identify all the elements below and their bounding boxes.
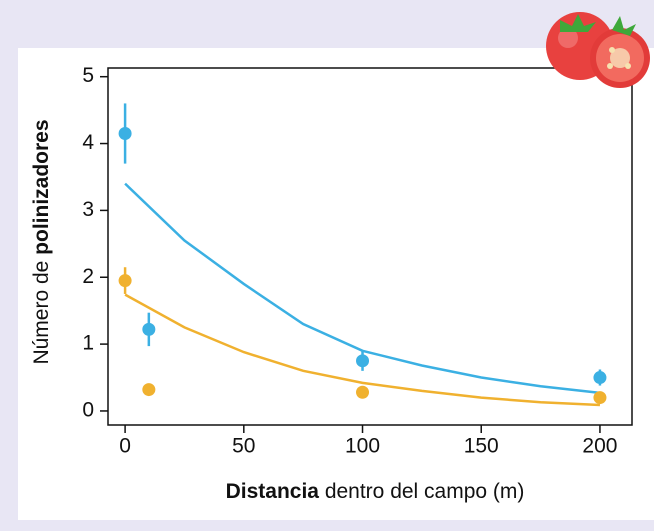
x-tick-label: 0 xyxy=(119,435,131,458)
x-label-normal: dentro del campo (m) xyxy=(325,480,525,503)
y-tick-label: 3 xyxy=(82,198,94,221)
x-tick-label: 50 xyxy=(232,435,255,458)
plot-frame xyxy=(107,67,633,426)
point xyxy=(118,127,132,141)
x-axis-label: Distancia dentro del campo (m) xyxy=(226,480,525,503)
y-tick-label: 2 xyxy=(82,265,94,288)
x-tick-label: 100 xyxy=(345,435,380,458)
fit-line xyxy=(124,182,601,395)
y-label-normal: Número de xyxy=(30,261,53,365)
point xyxy=(356,354,370,368)
point xyxy=(142,322,156,336)
fit-line xyxy=(124,293,601,407)
y-tick-label: 1 xyxy=(82,332,94,355)
y-tick-label: 5 xyxy=(82,64,94,87)
x-label-bold: Distancia xyxy=(226,480,320,503)
point xyxy=(356,385,370,399)
point xyxy=(593,371,607,385)
panel xyxy=(18,48,654,520)
y-tick-label: 0 xyxy=(82,399,94,422)
y-tick-label: 4 xyxy=(82,131,94,154)
y-axis-label: Número de polinizadores xyxy=(30,119,53,364)
tomato-icon xyxy=(546,12,650,88)
x-tick-label: 200 xyxy=(582,435,617,458)
point xyxy=(118,274,132,288)
x-tick-label: 150 xyxy=(464,435,499,458)
point xyxy=(593,391,607,405)
point xyxy=(142,383,156,397)
y-label-bold: polinizadores xyxy=(30,119,53,254)
